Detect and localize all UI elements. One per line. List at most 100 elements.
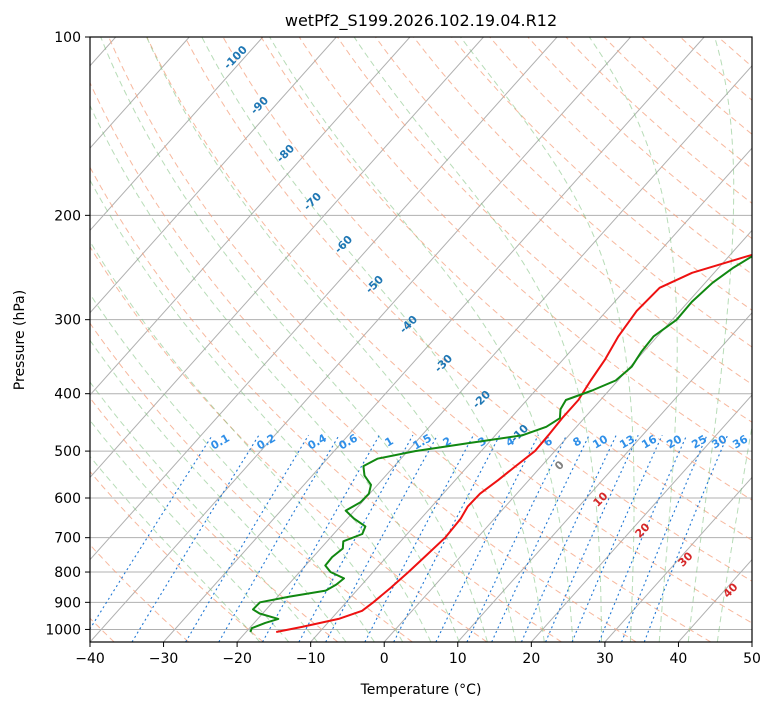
y-axis: 100 200 300 400 500 600 700 800 900 1000 xyxy=(45,30,90,638)
dry-adiabat-line xyxy=(260,37,752,501)
moist-adiabat-label: 0 xyxy=(552,458,567,473)
mixing-ratio-line xyxy=(325,434,438,642)
dry-adiabat-line xyxy=(90,322,413,642)
x-tick-label: 30 xyxy=(596,651,614,667)
x-tick-label: 20 xyxy=(522,651,540,667)
mixing-ratio-line xyxy=(466,434,568,642)
mixing-ratio-line xyxy=(131,434,260,642)
dry-adiabat-label: -70 xyxy=(301,190,324,213)
mixing-ratio-label: 0.4 xyxy=(306,431,330,452)
isotherm-line xyxy=(678,558,752,642)
x-tick-label: 10 xyxy=(449,651,467,667)
y-tick-label: 400 xyxy=(54,387,81,403)
isotherm-line xyxy=(310,147,752,642)
x-tick-label: −30 xyxy=(149,651,179,667)
dry-adiabat-label: -20 xyxy=(470,388,493,411)
moist-adiabat-line xyxy=(90,240,404,642)
dry-adiabat-line xyxy=(527,37,752,240)
dry-adiabat-line xyxy=(90,470,264,642)
x-tick-label: 40 xyxy=(670,651,688,667)
isotherm-line xyxy=(530,394,752,642)
mixing-ratio-line xyxy=(491,434,590,642)
isotherm-line xyxy=(604,476,752,642)
dry-adiabat-label: -30 xyxy=(432,352,455,375)
y-tick-label: 200 xyxy=(54,208,81,224)
mixing-ratio-line xyxy=(545,434,639,642)
mixing-ratio-label: 20 xyxy=(664,432,684,451)
isotherm-line xyxy=(90,37,337,314)
mixing-ratio-label: 8 xyxy=(571,434,584,449)
isotherm-line xyxy=(90,37,264,232)
dry-adiabat-line xyxy=(90,245,488,642)
mixing-ratio-label: 25 xyxy=(689,433,709,452)
dry-adiabat-line xyxy=(641,37,752,135)
mixing-ratio-line xyxy=(218,434,340,642)
mixing-ratio-line xyxy=(298,434,414,642)
moist-adiabat-line xyxy=(146,37,517,642)
temperature-profile-line xyxy=(276,253,752,633)
y-tick-label: 600 xyxy=(54,491,81,507)
mixing-ratio-label: 13 xyxy=(617,433,637,452)
dry-adiabat-line xyxy=(184,37,752,582)
x-tick-label: −10 xyxy=(296,651,326,667)
isotherm-line xyxy=(90,37,190,149)
moist-adiabat-line xyxy=(90,419,290,642)
moist-adiabat-label: 10 xyxy=(591,489,611,509)
x-tick-label: 0 xyxy=(380,651,389,667)
isotherm-line xyxy=(90,37,411,396)
x-tick-label: 50 xyxy=(743,651,761,667)
moist-adiabat-line xyxy=(90,339,347,642)
isotherm-line xyxy=(236,65,752,642)
x-tick-label: −40 xyxy=(75,651,105,667)
mixing-ratio-label: 1 xyxy=(383,434,396,449)
moist-adiabat-line xyxy=(90,104,460,642)
moist-adiabat-line xyxy=(269,37,574,642)
isotherm-line xyxy=(90,37,484,479)
dry-adiabat-line xyxy=(565,37,752,204)
dry-adiabat-label: -60 xyxy=(332,233,355,256)
dry-adiabat-line xyxy=(108,37,712,642)
mixing-ratio-line xyxy=(643,434,729,642)
dry-adiabat-line xyxy=(90,166,562,642)
y-axis-label: Pressure (hPa) xyxy=(12,290,28,390)
moist-adiabat-line xyxy=(201,37,545,642)
y-tick-label: 900 xyxy=(54,595,81,611)
y-tick-label: 800 xyxy=(54,565,81,581)
dry-adiabat-line xyxy=(146,37,752,624)
mixing-ratio-line xyxy=(435,434,539,642)
isotherm-line xyxy=(90,37,558,561)
moist-adiabat-line xyxy=(353,37,603,642)
mixing-ratio-line xyxy=(621,434,708,642)
dry-adiabat-line xyxy=(90,81,637,642)
isotherm-line xyxy=(90,37,632,642)
isotherm-line xyxy=(457,311,752,642)
moist-adiabat-line xyxy=(460,37,635,642)
dry-adiabat-label: -40 xyxy=(397,313,420,336)
dry-adiabat-line xyxy=(90,544,190,642)
y-tick-label: 100 xyxy=(54,30,81,46)
dry-adiabat-line xyxy=(374,37,752,385)
mixing-ratio-line xyxy=(598,434,688,642)
isotherm-line xyxy=(751,641,752,642)
mixing-ratio-line xyxy=(520,434,617,642)
dry-adiabat-line xyxy=(603,37,752,170)
dry-adiabat-line xyxy=(413,37,752,348)
mixing-ratio-line xyxy=(364,434,474,642)
plot-grid: -100-90-80-70-60-50-40-30-20-100.1 0.2 0.4… xyxy=(90,37,775,642)
moist-adiabat-label: 30 xyxy=(676,549,696,569)
isotherm-line xyxy=(383,229,752,642)
dry-adiabat-line xyxy=(756,37,775,642)
dry-adiabat-line xyxy=(489,37,752,275)
mixing-ratio-label: 10 xyxy=(590,432,610,451)
mixing-ratio-line xyxy=(185,434,309,642)
moist-adiabat-line xyxy=(716,423,752,642)
isotherm-line xyxy=(163,37,705,642)
moist-adiabat-line xyxy=(90,455,261,642)
moist-adiabat-line xyxy=(90,179,432,642)
x-axis: −40 −30 −20 −10 0 10 20 30 40 50 xyxy=(75,642,761,667)
dry-adiabat-line xyxy=(222,37,752,541)
moist-adiabat-line xyxy=(90,293,375,642)
mixing-ratio-line xyxy=(571,434,663,642)
dry-adiabat-line xyxy=(717,37,752,68)
